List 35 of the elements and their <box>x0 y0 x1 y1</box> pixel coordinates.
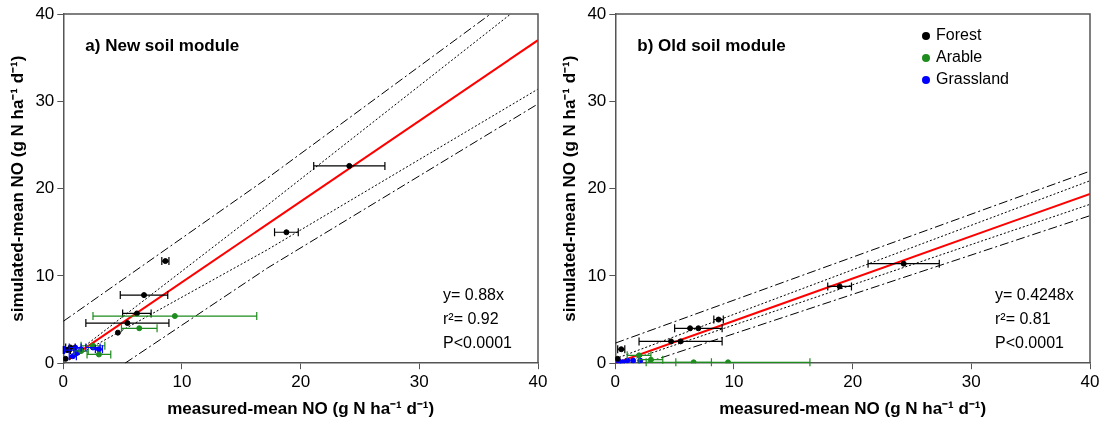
x-tick-label: 30 <box>409 372 429 392</box>
y-tick-label: 20 <box>35 178 55 198</box>
annotation: r²= 0.92 <box>443 309 499 327</box>
x-axis-title: measured-mean NO (g N ha⁻¹ d⁻¹) <box>167 399 435 419</box>
text: b) Old soil module <box>637 35 786 55</box>
annotation: P<0.0001 <box>443 333 513 351</box>
y-tick-label: 10 <box>35 265 55 285</box>
y-tick-label: 20 <box>587 178 607 198</box>
y-tick-label: 0 <box>44 352 55 372</box>
y-axis-title: simulated-mean NO (g N ha⁻¹ d⁻¹) <box>559 55 579 322</box>
legend-label: Grassland <box>936 70 1009 88</box>
y-tick-label: 40 <box>35 3 55 23</box>
annotation: r²= 0.81 <box>995 309 1051 327</box>
y-tick-label: 40 <box>587 3 607 23</box>
y-tick-label: 10 <box>587 265 607 285</box>
y-tick-label: 0 <box>596 352 607 372</box>
annotation: y= 0.88x <box>443 285 504 303</box>
x-tick-label: 0 <box>58 372 69 392</box>
annotation: P<0.0001 <box>995 333 1065 351</box>
legend-label: Arable <box>936 48 983 66</box>
legend-label: Forest <box>936 26 982 44</box>
x-tick-label: 10 <box>172 372 192 392</box>
x-tick-label: 20 <box>843 372 863 392</box>
y-tick-label: 30 <box>35 90 55 110</box>
y-tick-label: 30 <box>587 90 607 110</box>
x-tick-label: 40 <box>528 372 548 392</box>
x-tick-label: 0 <box>610 372 621 392</box>
x-tick-label: 40 <box>1080 372 1100 392</box>
y-axis-title: simulated-mean NO (g N ha⁻¹ d⁻¹) <box>7 55 27 322</box>
annotation: y= 0.4248x <box>995 285 1074 303</box>
text: a) New soil module <box>85 35 240 55</box>
x-axis-title: measured-mean NO (g N ha⁻¹ d⁻¹) <box>719 399 987 419</box>
x-tick-label: 10 <box>724 372 744 392</box>
x-tick-label: 20 <box>291 372 311 392</box>
x-tick-label: 30 <box>961 372 981 392</box>
